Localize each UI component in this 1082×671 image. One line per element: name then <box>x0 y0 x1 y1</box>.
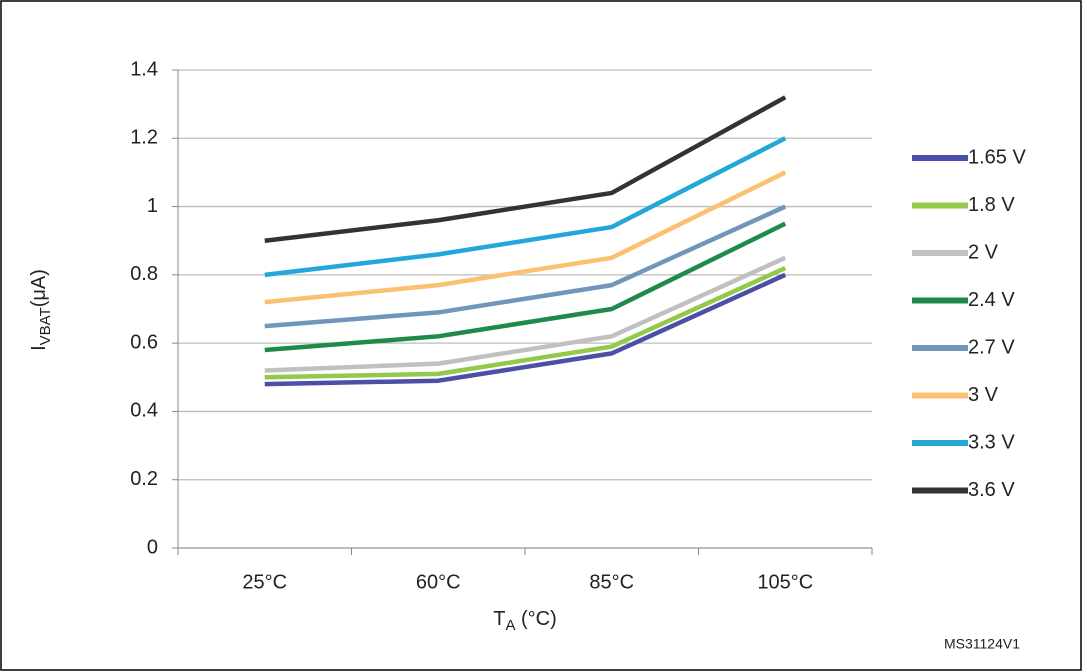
x-tick-label: 60°C <box>416 571 461 593</box>
series-line <box>264 265 787 380</box>
y-tick-label: 0.6 <box>130 331 158 353</box>
legend-label: 2.7 V <box>968 336 1015 358</box>
y-title-sub: VBAT <box>37 307 54 345</box>
y-tick-label: 0 <box>147 536 158 558</box>
legend-label: 3.3 V <box>968 431 1015 453</box>
y-title-main: I <box>28 345 50 351</box>
y-tick-label: 1 <box>147 195 158 217</box>
series-line <box>264 272 787 387</box>
y-tick-label: 0.2 <box>130 468 158 490</box>
series-line <box>264 136 787 278</box>
series-line <box>264 255 787 373</box>
series-line <box>264 170 787 305</box>
series-line <box>264 95 787 243</box>
y-tick-label: 0.4 <box>130 400 158 422</box>
legend-label: 2 V <box>968 241 999 263</box>
x-axis-title: TA (°C) <box>493 608 557 634</box>
series-line <box>264 204 787 329</box>
x-tick-label: 25°C <box>242 571 287 593</box>
y-tick-label: 1.2 <box>130 127 158 149</box>
x-title-sub: A <box>505 617 515 634</box>
y-axis-title: IVBAT(μA) <box>28 269 54 351</box>
y-title-unit: (μA) <box>28 269 50 307</box>
series-line <box>264 221 787 353</box>
x-title-unit: (°C) <box>515 608 556 630</box>
legend-label: 1.8 V <box>968 194 1015 216</box>
legend-label: 3 V <box>968 384 999 406</box>
legend-label: 1.65 V <box>968 146 1026 168</box>
legend-label: 3.6 V <box>968 479 1015 501</box>
legend-label: 2.4 V <box>968 289 1015 311</box>
y-tick-label: 0.8 <box>130 263 158 285</box>
figure-code: MS31124V1 <box>944 636 1020 652</box>
x-tick-label: 105°C <box>757 571 813 593</box>
y-tick-label: 1.4 <box>130 58 158 80</box>
x-tick-label: 85°C <box>589 571 634 593</box>
x-title-main: T <box>493 608 505 630</box>
